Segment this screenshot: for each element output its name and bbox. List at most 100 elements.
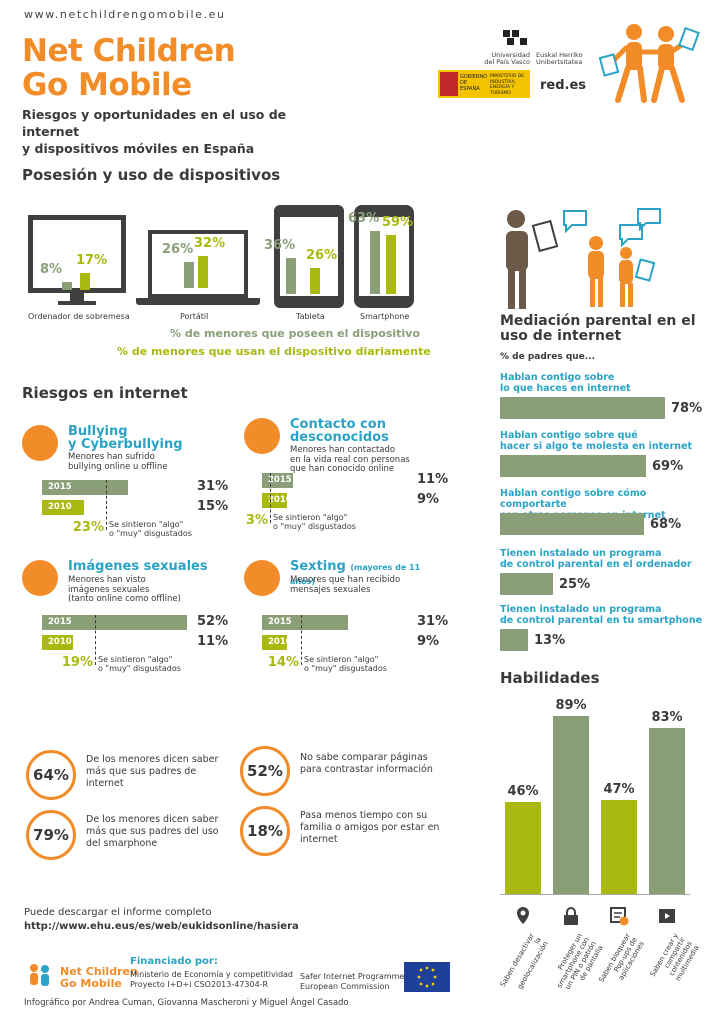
upv-line1: Universidad [491,51,530,59]
risk-icon [22,560,58,596]
stat-circle-1: 64% [26,750,76,800]
device-label-desktop: Ordenador de sobremesa [28,312,130,321]
safer-l1: Safer Internet Programme [300,972,405,981]
disgust-pct: 19% [61,655,93,670]
bar-2010: 2010 [262,493,292,508]
device-use-label: 17% [76,253,108,268]
mediation-label-l2: lo que haces en internet [500,383,631,394]
disgust-text: Se sintieron "algo" o "muy" disgustados [98,655,218,673]
risk-desc-line: Menores han sufrido [68,452,155,462]
device-bar-use [80,273,90,290]
device-label-smartphone: Smartphone [360,312,410,321]
mediation-heading-l2: uso de internet [500,328,622,344]
film-icon [657,906,677,926]
stat2-l1: No sabe comparar páginas [300,752,428,763]
mediation-bar [500,629,528,651]
disgust-divider [270,473,271,523]
desktop-monitor [28,215,126,293]
children-illustration-icon [592,20,702,110]
desktop-base [58,301,96,305]
disgust-l1: Se sintieron "algo" [273,513,348,522]
credits: Infográfico por Andrea Cuman, Giovanna M… [24,998,349,1008]
stat4-l3: internet [300,834,338,845]
stat-text-2: No sabe comparar páginas para contrastar… [300,752,433,776]
risk-title-l1: Bullying [68,424,128,439]
skill-bar [553,716,589,894]
pct-2015: 11% [417,472,449,487]
laptop-base [136,298,260,305]
pct-2010: 11% [197,634,229,649]
parent-child-illustration-icon [498,205,698,315]
stat-text-3: De los menores dicen saber más que sus p… [86,814,219,850]
stat-circle-2: 52% [240,746,290,796]
device-bar-use [198,256,208,288]
bar-2015: 2015 [262,615,348,630]
skill-bar [649,728,685,894]
mediation-pct: 68% [650,517,682,532]
mediation-label-l2: hacer si algo te molesta en internet [500,441,693,452]
skill-text: Saben crear y compartir contenidos multi… [648,932,701,983]
mediation-label-l2: de control parental en tu smartphone [500,615,703,626]
footer-brand-l1: Net Children [60,965,138,978]
risk-title: Imágenes sexuales [68,560,218,573]
risk-title: Bullying y Cyberbullying [68,425,218,451]
device-own-label: 8% [40,262,63,277]
risk-title-l1: Imágenes sexuales [68,559,208,574]
risk-desc-line: en la vida real con personas [290,454,410,465]
device-own-label: 36% [264,238,296,253]
pct-2010: 9% [417,634,440,649]
legend-own: % de menores que poseen el dispositivo [170,327,420,340]
mediation-label-l1: Hablan contigo sobre [500,372,615,383]
funded-heading: Financiado por: [130,956,218,967]
risk-title-l1: Sexting [290,559,346,574]
mediation-label-l1: Tienen instalado un programa [500,604,662,615]
disgust-text: Se sintieron "algo" o "muy" disgustados [304,655,424,673]
mediation-bar [500,573,553,595]
risk-desc-line: que han conocido online [290,464,395,474]
smartphone-device [354,205,414,308]
stat2-l2: para contrastar información [300,764,433,775]
download-link[interactable]: http://www.ehu.eus/es/web/eukidsonline/h… [24,921,299,932]
red-es-logo: red.es [540,78,587,93]
stat3-l2: más que sus padres del uso [86,826,219,837]
skill-pct: 83% [651,710,683,725]
spain-shield-icon [440,72,458,96]
stat1-l1: De los menores dicen saber [86,754,219,765]
footer-brand: Net Children Go Mobile [60,966,138,990]
disgust-l2: o "muy" disgustados [98,664,181,673]
popup-block-icon [609,906,629,926]
stat-text-1: De los menores dicen saber más que sus p… [86,754,218,790]
disgust-divider [301,615,302,665]
stat1-l2: más que sus padres de [86,766,197,777]
risk-icon [244,418,280,454]
skill-text: Saben desactivar la geolocalización [498,932,550,991]
disgust-divider [106,480,107,530]
funded-l1: Ministerio de Economía y competitividad [130,970,294,979]
disgust-l2: o "muy" disgustados [109,529,192,538]
download-text: Puede descargar el informe completo [24,907,212,918]
skills-axis [500,894,690,895]
device-label-laptop: Portátil [180,312,209,321]
risk-title: Sexting (mayores de 11 años) [290,560,440,588]
mediation-label-l1: Tienen instalado un programa [500,548,662,559]
risk-title-l2: (mayores de 11 años) [290,563,421,586]
risk-desc-line: mensajes sexuales [290,584,371,595]
stat4-l2: familia o amigos por estar en [300,822,440,833]
gobierno-logo: GOBIERNO DE ESPAÑA MINISTERIO DE INDUSTR… [438,70,530,98]
ehu-text: Euskal Herriko Unibertsitatea [536,52,596,66]
skill-text: Proteger un smartphone con un PIN o patr… [555,932,605,992]
device-bar-own [184,262,194,288]
page-subtitle: Riesgos y oportunidades en el uso de int… [22,106,342,157]
risk-title: Contacto con desconocidos [290,418,440,444]
mediation-label-l1: Hablan contigo sobre qué [500,430,638,441]
stat4-l1: Pasa menos tiempo con su [300,810,428,821]
bar-2010: 2010 [262,635,292,650]
risk-title-l2: y Cyberbullying [68,437,183,452]
ehu-line1: Euskal Herriko [536,51,583,59]
risk-desc-line: Menores han visto [68,575,146,585]
pct-2015: 52% [197,614,229,629]
desktop-stand [70,292,84,302]
disgust-pct: 14% [267,655,299,670]
mediation-bar [500,513,644,535]
disgust-l2: o "muy" disgustados [273,522,356,531]
